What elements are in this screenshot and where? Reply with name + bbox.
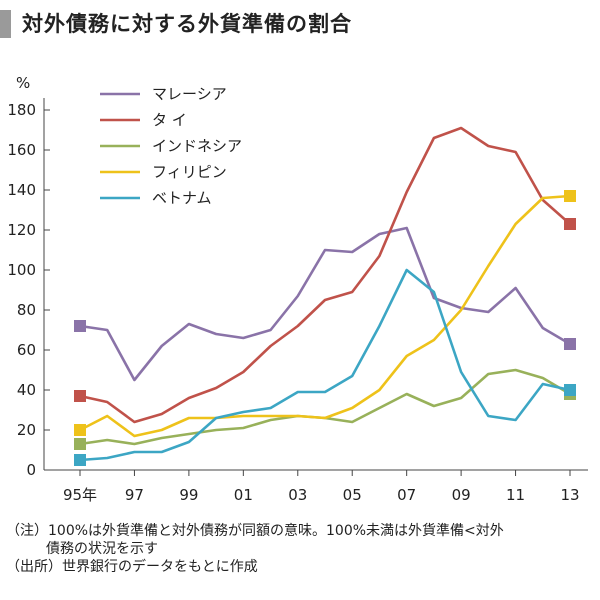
x-tick-label: 99 (179, 486, 198, 504)
x-tick-label: 97 (125, 486, 144, 504)
legend-label: フィリピン (152, 163, 227, 181)
y-tick-label: 140 (7, 181, 36, 199)
y-tick-label: 100 (7, 261, 36, 279)
series-line (78, 194, 572, 438)
series-2 (74, 368, 576, 450)
title-accent-bar (0, 10, 11, 38)
series-end-marker (564, 190, 576, 202)
y-tick-label: 80 (17, 301, 36, 319)
x-tick-label: 05 (343, 486, 362, 504)
x-tick-label: 13 (560, 486, 579, 504)
footnote-note: （注）100%は外貨準備と対外債務が同額の意味。100%未満は外貨準備<対外 (6, 523, 504, 539)
series-start-marker (74, 390, 86, 402)
y-tick-label: 120 (7, 221, 36, 239)
series-start-marker (74, 438, 86, 450)
series-0 (74, 226, 576, 382)
footnote-source: （出所）世界銀行のデータをもとに作成 (6, 559, 258, 575)
legend-label: タ イ (152, 111, 187, 129)
series-line (78, 226, 572, 382)
chart-title: 対外債務に対する外貨準備の割合 (22, 12, 352, 36)
y-tick-label: 60 (17, 341, 36, 359)
legend-label: マレーシア (152, 85, 227, 103)
footnote-note-continued: 債務の状況を示す (46, 541, 158, 557)
y-tick-label: 40 (17, 381, 36, 399)
title-bar: 対外債務に対する外貨準備の割合 (0, 8, 600, 40)
y-tick-label: 20 (17, 421, 36, 439)
x-tick-label: 01 (234, 486, 253, 504)
series-end-marker (564, 218, 576, 230)
series-end-marker (564, 384, 576, 396)
footnotes: （注）100%は外貨準備と対外債務が同額の意味。100%未満は外貨準備<対外 債… (6, 522, 596, 576)
line-chart: % 0 20 40 60 80 100 120 140 160 180 95年 97 99 01 03 05 07… (7, 74, 588, 504)
series-start-marker (74, 320, 86, 332)
x-tick-label: 07 (397, 486, 416, 504)
chart-axes: % 0 20 40 60 80 100 120 140 160 180 95年 97 99 01 03 05 07… (7, 74, 588, 504)
series-layer (74, 126, 576, 466)
x-tick-label: 11 (506, 486, 525, 504)
x-tick-label: 09 (452, 486, 471, 504)
y-tick-label: 0 (26, 461, 36, 479)
y-tick-label: 180 (7, 101, 36, 119)
series-line (78, 268, 572, 462)
series-4 (74, 268, 576, 466)
series-end-marker (564, 338, 576, 350)
series-start-marker (74, 424, 86, 436)
legend-label: ベトナム (152, 189, 212, 207)
x-tick-label: 03 (288, 486, 307, 504)
y-axis-unit-label: % (16, 74, 30, 92)
series-start-marker (74, 454, 86, 466)
series-1 (74, 126, 576, 424)
y-tick-label: 160 (7, 141, 36, 159)
series-line (78, 126, 572, 424)
legend-label: インドネシア (152, 137, 242, 155)
series-3 (74, 190, 576, 438)
x-tick-label: 95年 (63, 486, 97, 504)
